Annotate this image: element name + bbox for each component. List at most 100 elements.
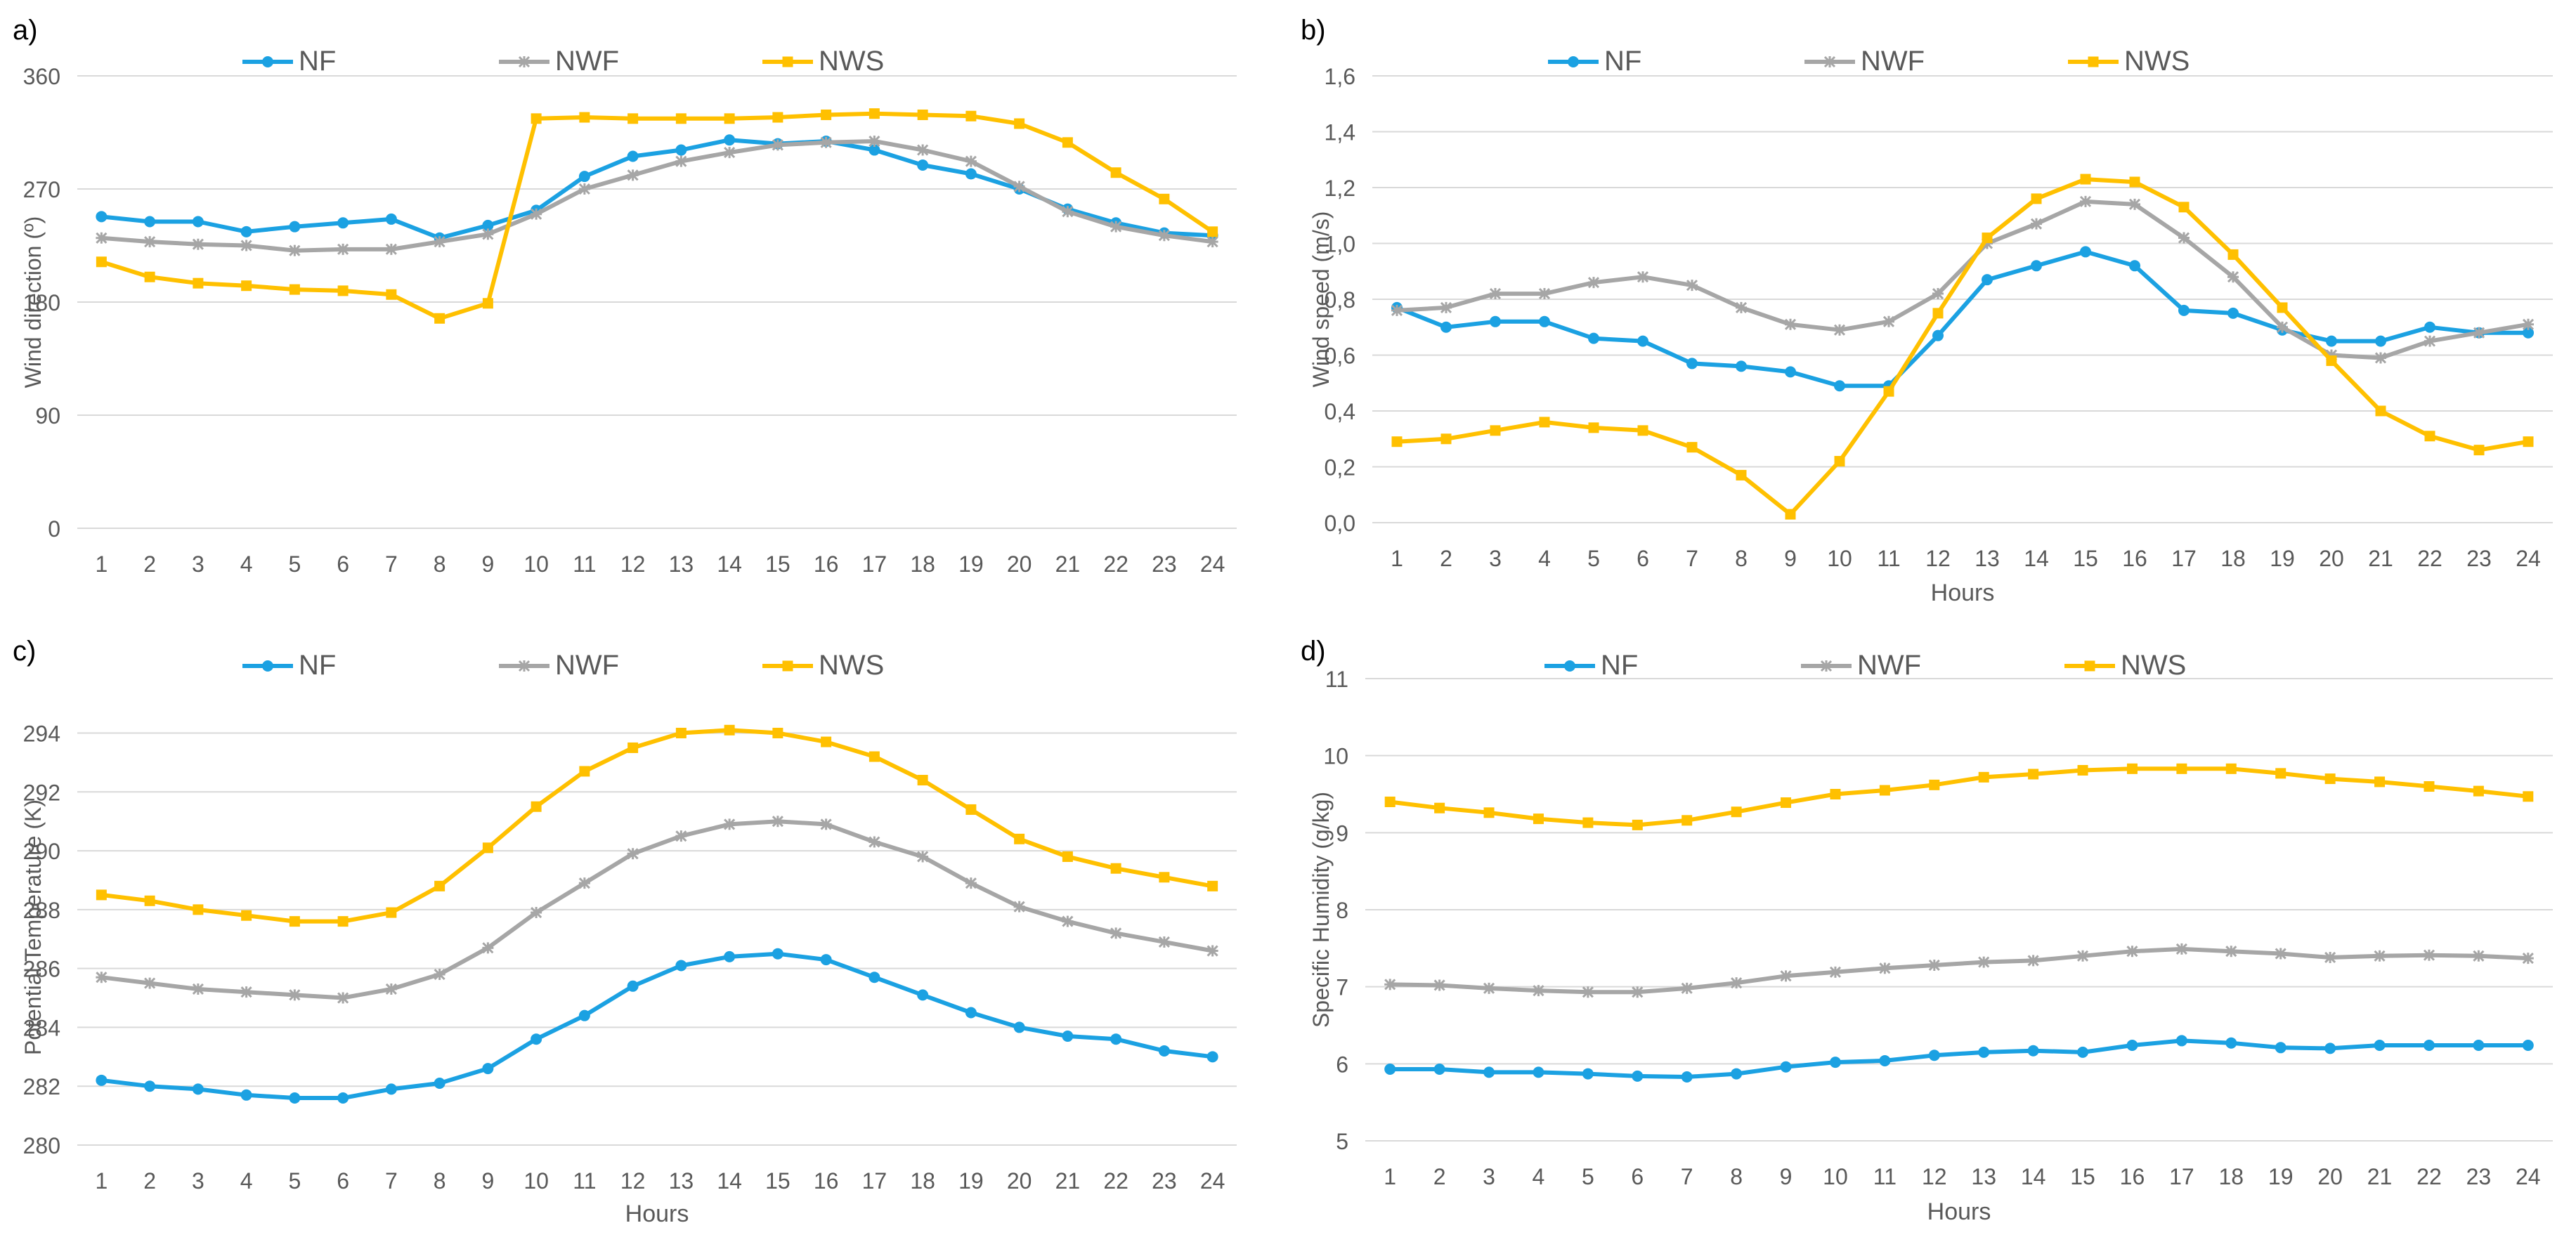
data-point <box>1637 271 1649 283</box>
legend-item-nf: NF <box>242 650 336 681</box>
series-line-nwf <box>1388 946 2530 995</box>
data-point <box>1780 970 1792 982</box>
x-tick-label: 16 <box>814 1168 839 1194</box>
data-point <box>1932 329 1944 341</box>
data-point <box>675 144 687 156</box>
data-point <box>193 904 204 915</box>
x-tick-label: 11 <box>573 1168 596 1194</box>
data-point <box>2178 202 2190 213</box>
data-point <box>1391 304 1403 316</box>
x-tick-label: 5 <box>288 1168 301 1194</box>
x-tick-label: 7 <box>1681 1164 1693 1189</box>
series-nws <box>96 724 1218 927</box>
data-point <box>1829 966 1842 978</box>
y-tick-label: 11 <box>1325 667 1348 692</box>
x-tick-label: 2 <box>1440 546 1452 571</box>
data-point <box>1582 1068 1594 1080</box>
panel-label: d) <box>1301 636 1326 667</box>
x-tick-label: 18 <box>910 1168 935 1194</box>
data-point <box>1829 1057 1841 1068</box>
x-tick-label: 13 <box>1971 1164 1996 1189</box>
x-tick-label: 5 <box>288 551 301 577</box>
x-tick-label: 16 <box>814 551 839 577</box>
data-point <box>192 238 204 250</box>
y-tick-label: 5 <box>1336 1129 1348 1154</box>
x-tick-label: 15 <box>765 1168 791 1194</box>
data-point <box>1929 779 1940 790</box>
data-point <box>724 818 736 830</box>
series-nwf <box>96 816 1218 1004</box>
data-point <box>434 1078 445 1090</box>
data-point <box>2028 769 2039 780</box>
x-tick-label: 13 <box>1975 546 2000 571</box>
y-tick-label: 90 <box>35 403 60 429</box>
data-point <box>289 221 301 233</box>
data-point <box>144 1080 156 1092</box>
data-point <box>2424 431 2435 442</box>
data-point <box>821 736 832 747</box>
data-point <box>2080 174 2091 185</box>
data-point <box>1731 977 1743 989</box>
legend-label: NWF <box>555 46 619 77</box>
panel-a: a) 0 90 180 270 360 1 2 3 4 5 6 7 8 9 10 11 12 13 14 15 16 17 1… <box>0 0 1288 621</box>
data-point <box>1440 301 1452 313</box>
x-tick-label: 22 <box>2417 546 2442 571</box>
data-point <box>1159 193 1170 204</box>
x-tick-label: 1 <box>95 551 108 577</box>
legend-item-nws: NWS <box>2068 46 2190 77</box>
x-tick-label: 19 <box>2270 546 2295 571</box>
y-tick-label: 10 <box>1323 744 1348 769</box>
x-tick-label: 24 <box>1200 1168 1225 1194</box>
x-tick-label: 24 <box>1200 551 1225 577</box>
legend-marker <box>262 660 273 672</box>
x-tick-label: 15 <box>2073 546 2098 571</box>
data-point <box>1582 986 1594 998</box>
x-axis-title: Hours <box>1927 1198 1991 1225</box>
series-line-nws <box>1388 766 2530 828</box>
series-nf <box>96 948 1218 1104</box>
x-tick-label: 18 <box>2220 546 2246 571</box>
data-point <box>1785 366 1796 378</box>
data-point <box>1588 332 1599 344</box>
series-nws <box>1384 763 2534 830</box>
data-point <box>1483 807 1495 818</box>
data-point <box>578 183 590 195</box>
data-point <box>2031 193 2042 204</box>
series-nf <box>1384 1035 2534 1083</box>
series-line-nws <box>99 111 1215 321</box>
legend-label: NWS <box>2121 650 2186 681</box>
data-point <box>1879 962 1891 974</box>
legend-item-nwf: NWF <box>1801 650 1921 681</box>
y-tick-label: 1,4 <box>1325 120 1355 145</box>
x-tick-label: 10 <box>523 551 549 577</box>
data-point <box>1982 274 1993 286</box>
data-point <box>2079 195 2092 207</box>
data-point <box>2277 302 2288 313</box>
data-point <box>2225 946 2237 957</box>
x-tick-label: 20 <box>1007 1168 1032 1194</box>
data-point <box>1062 851 1073 862</box>
x-tick-label: 24 <box>2516 546 2541 571</box>
x-tick-label: 20 <box>2319 546 2344 571</box>
x-tick-label: 9 <box>1784 546 1797 571</box>
data-point <box>2227 249 2239 260</box>
data-point <box>289 989 301 1001</box>
x-tick-label: 5 <box>1582 1164 1594 1189</box>
data-point <box>1110 927 1122 939</box>
legend-marker <box>2088 56 2099 67</box>
legend-label: NWF <box>1857 650 1921 681</box>
data-point <box>627 848 639 860</box>
data-point <box>627 169 639 181</box>
data-point <box>917 851 929 863</box>
data-point <box>434 880 445 891</box>
data-point <box>2129 176 2140 188</box>
chart-b-svg: b)0,00,20,40,60,81,01,21,41,61 2 3 4 5 6 7 8 9 10… <box>1301 15 2553 606</box>
data-point <box>240 1089 252 1101</box>
legend-item-nf: NF <box>1548 46 1641 77</box>
data-point <box>2227 271 2239 283</box>
data-point <box>1013 1021 1025 1033</box>
legend-item-nws: NWS <box>762 650 884 681</box>
data-point <box>1588 422 1599 433</box>
x-tick-label: 2 <box>1433 1164 1446 1189</box>
data-point <box>1632 819 1643 830</box>
